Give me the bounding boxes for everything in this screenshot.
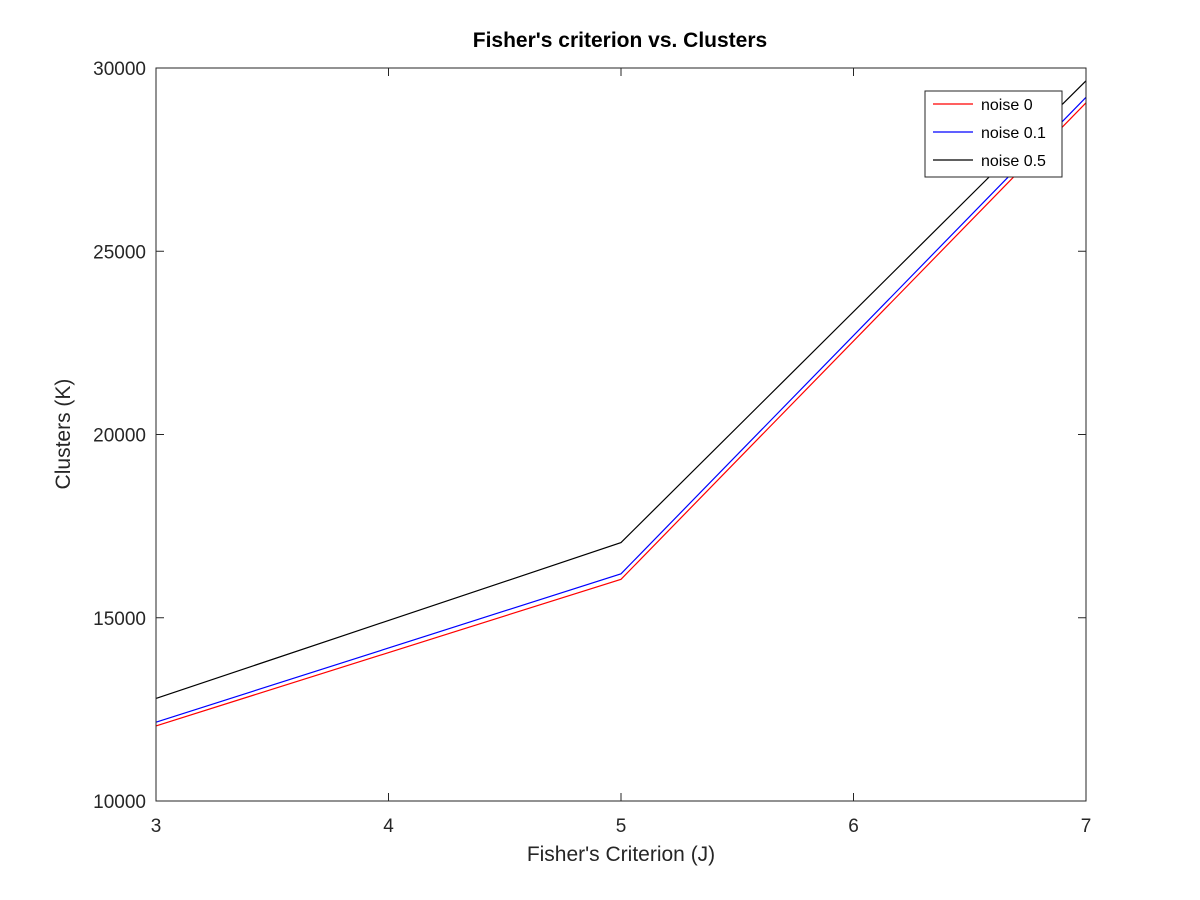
chart-title: Fisher's criterion vs. Clusters: [473, 29, 767, 52]
legend-label: noise 0: [981, 97, 1033, 114]
y-tick-label: 15000: [93, 609, 146, 630]
y-axis-label: Clusters (K): [52, 379, 75, 490]
x-tick-label: 6: [848, 816, 859, 837]
y-tick-label: 20000: [93, 426, 146, 447]
series-line-noise-0-1: [155, 96, 1087, 723]
legend: noise 0 noise 0.1 noise 0.5: [924, 90, 1063, 178]
legend-label: noise 0.1: [981, 125, 1046, 142]
legend-label: noise 0.5: [981, 153, 1046, 170]
x-axis-label: Fisher's Criterion (J): [527, 843, 715, 866]
legend-box: [924, 90, 1063, 178]
plot-area: [156, 68, 1086, 801]
x-tick-label: 3: [151, 816, 162, 837]
series-layer: [155, 80, 1087, 727]
x-tick-label: 4: [383, 816, 394, 837]
x-tick-label: 5: [616, 816, 627, 837]
y-tick-label: 10000: [93, 792, 146, 813]
series-line-noise-0: [155, 102, 1087, 727]
series-line-noise-0-5: [155, 80, 1087, 699]
y-tick-label: 30000: [93, 59, 146, 80]
x-tick-label: 7: [1081, 816, 1092, 837]
y-tick-label: 25000: [93, 242, 146, 263]
x-axis: 3 4 5 6 7: [151, 68, 1092, 837]
y-axis: 10000 15000 20000 25000 30000: [93, 59, 1086, 813]
